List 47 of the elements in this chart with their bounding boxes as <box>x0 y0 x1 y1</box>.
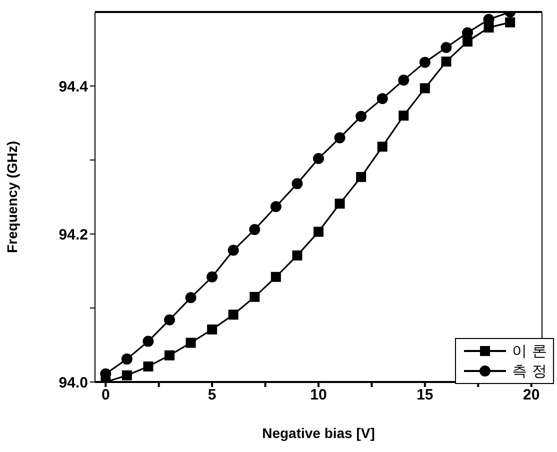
point <box>419 56 430 68</box>
point <box>164 314 175 326</box>
point <box>122 370 132 380</box>
point <box>334 132 346 144</box>
point <box>228 244 239 256</box>
legend-label: 이 론 <box>512 342 547 360</box>
x-tick-label: 15 <box>416 386 434 404</box>
x-tick-label: 10 <box>310 386 327 404</box>
point <box>398 74 410 86</box>
point <box>462 27 473 38</box>
point <box>249 224 260 236</box>
point <box>292 250 302 260</box>
point <box>313 153 324 164</box>
point <box>377 142 388 152</box>
point <box>505 17 516 28</box>
point <box>206 271 218 282</box>
point <box>356 172 366 182</box>
x-axis-title: Negative bias [V] <box>262 425 375 441</box>
point <box>270 201 282 212</box>
point <box>314 226 324 237</box>
point <box>441 56 452 67</box>
y-tick-label: 94.2 <box>58 226 88 244</box>
point <box>185 292 196 304</box>
point <box>121 354 132 365</box>
x-tick-label: 0 <box>101 386 110 404</box>
y-tick-label: 94.0 <box>58 374 88 392</box>
point <box>440 42 452 54</box>
x-tick-label: 5 <box>208 386 216 404</box>
x-tick-label: 20 <box>523 386 540 404</box>
point <box>270 272 281 282</box>
point <box>334 198 345 209</box>
point <box>186 338 196 348</box>
point <box>292 178 303 190</box>
point <box>376 93 388 104</box>
point <box>398 110 409 121</box>
y-axis-title: Frequency (GHz) <box>4 140 20 254</box>
point <box>164 350 174 360</box>
point <box>356 110 367 122</box>
point <box>228 310 238 320</box>
legend-label: 측 정 <box>512 362 547 380</box>
point <box>462 36 472 47</box>
point <box>143 361 154 372</box>
y-tick-label: 94.4 <box>58 78 89 96</box>
point <box>420 83 430 94</box>
point <box>250 292 260 302</box>
point <box>207 324 218 334</box>
point <box>142 336 154 347</box>
